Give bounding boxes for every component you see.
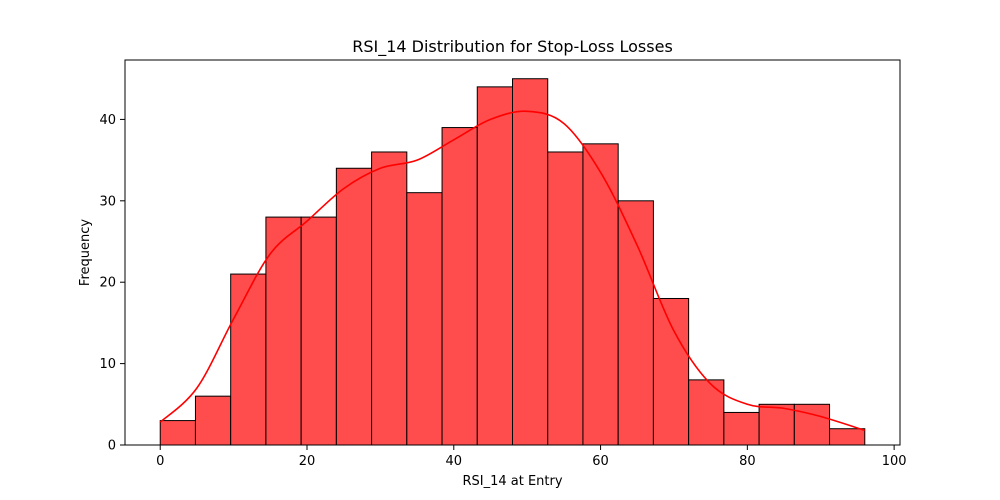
plot-area-frame <box>124 59 901 446</box>
histogram-bar-17 <box>758 403 795 446</box>
histogram-bar-15 <box>688 379 725 446</box>
x-tick-label: 40 <box>446 454 463 469</box>
y-axis-label: Frequency <box>78 219 93 286</box>
histogram-bar-5 <box>335 167 373 446</box>
y-tick-label: 0 <box>108 439 116 454</box>
y-tick-label: 20 <box>99 276 116 291</box>
kde-curve-line <box>159 110 866 432</box>
x-axis-label: RSI_14 at Entry <box>462 474 562 489</box>
x-axis: 0 20 40 60 80 100 <box>156 445 907 469</box>
x-tick-label: 80 <box>739 454 756 469</box>
x-tick-label: 60 <box>592 454 609 469</box>
y-tick-label: 10 <box>99 357 116 372</box>
histogram-bar-9 <box>476 86 513 446</box>
x-tick-label: 20 <box>299 454 316 469</box>
histogram-bar-4 <box>300 216 337 446</box>
histogram-bar-0 <box>159 420 196 446</box>
y-tick-label: 40 <box>99 113 116 128</box>
histogram-bar-3 <box>265 216 302 446</box>
histogram-bar-13 <box>617 200 654 446</box>
x-tick-label: 0 <box>156 454 164 469</box>
histogram-bar-8 <box>441 127 478 446</box>
chart-title: RSI_14 Distribution for Stop-Loss Losses <box>352 37 673 57</box>
histogram-bar-1 <box>194 395 232 446</box>
histogram-bar-16 <box>723 411 760 446</box>
histogram-bar-11 <box>547 151 584 446</box>
histogram-bar-12 <box>582 143 619 446</box>
histogram-bar-7 <box>406 192 443 446</box>
histogram-bar-19 <box>829 428 866 446</box>
histogram-bar-18 <box>793 403 831 446</box>
histogram-bar-6 <box>371 151 408 446</box>
y-axis: 0 10 20 30 40 <box>99 113 125 454</box>
histogram-bar-14 <box>652 297 690 446</box>
histogram-bar-10 <box>512 78 549 446</box>
y-tick-label: 30 <box>99 194 116 209</box>
histogram-bars <box>159 78 866 446</box>
histogram-bar-2 <box>230 273 267 446</box>
x-tick-label: 100 <box>882 454 907 469</box>
